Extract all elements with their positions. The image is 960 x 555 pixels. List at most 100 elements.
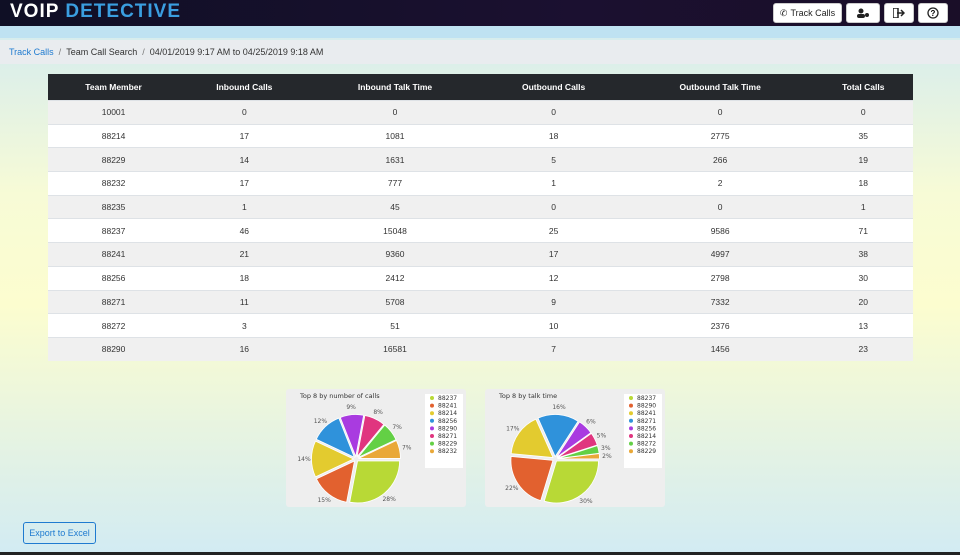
table-cell: 21	[179, 242, 310, 267]
table-cell: 1081	[309, 123, 481, 148]
pie-slice	[357, 424, 397, 458]
legend-swatch	[430, 396, 434, 400]
track-calls-button[interactable]: ✆ Track Calls	[773, 3, 842, 23]
column-header: Outbound Talk Time	[626, 74, 814, 101]
breadcrumb: Track Calls / Team Call Search / 04/01/2019 …	[0, 40, 960, 64]
legend-label: 88271	[637, 418, 656, 425]
table-cell: 13	[813, 313, 913, 338]
pie-chart: Top 8 by talk time 30% 22% 17% 16% 6% 5% 3%2% 88…	[485, 389, 665, 507]
slice-label: 7%	[392, 424, 402, 431]
table-cell: 1631	[309, 147, 481, 172]
pie-slice	[315, 417, 356, 458]
logo-left: VOIP	[10, 1, 60, 22]
table-cell: 2	[626, 171, 814, 196]
legend-swatch	[430, 418, 434, 423]
table-cell: 88272	[48, 313, 180, 338]
slice-label: 16%	[552, 404, 566, 411]
legend-swatch	[629, 418, 633, 423]
help-button[interactable]: ?	[918, 3, 948, 23]
breadcrumb-page: Team Call Search	[66, 47, 138, 57]
legend-swatch	[629, 441, 633, 446]
legend-swatch	[629, 403, 633, 408]
legend-label: 88272	[637, 441, 656, 448]
column-header: Outbound Calls	[480, 74, 627, 101]
slice-label: 22%	[505, 485, 519, 492]
table-cell: 25	[480, 218, 627, 243]
chart-title: Top 8 by number of calls	[299, 392, 380, 400]
legend-label: 88290	[637, 403, 656, 410]
table-cell: 3	[179, 313, 310, 338]
table-cell: 2798	[626, 265, 814, 290]
table-row: 88290 16 16581 7 1456 23	[48, 336, 913, 361]
table-cell: 0	[480, 194, 627, 219]
table-cell: 17	[179, 123, 310, 148]
table-cell: 14	[179, 147, 310, 172]
help-icon: ?	[927, 7, 939, 19]
table-cell: 17	[179, 171, 310, 196]
bottom-bar	[0, 552, 960, 555]
legend-label: 88290	[438, 425, 457, 432]
table-cell: 1	[179, 194, 310, 219]
breadcrumb-link[interactable]: Track Calls	[9, 47, 54, 57]
table-cell: 46	[179, 218, 310, 243]
header-row: Team Member Inbound Calls Inbound Talk Tim…	[48, 74, 913, 101]
slice-label: 2%	[602, 453, 612, 460]
legend-swatch	[430, 449, 434, 454]
pie-chart: Top 8 by number of calls 28% 15% 14% 12% 9% 8%…	[286, 389, 466, 507]
chart-title: Top 8 by talk time	[498, 392, 557, 400]
pie-slice	[356, 415, 385, 457]
table-cell: 4997	[626, 242, 814, 267]
table-body: 10001 0 0 0 0 0 88214 17 1081 18 2775 35 88229 14 1631…	[48, 100, 913, 361]
table-cell: 30	[813, 265, 913, 290]
table-cell: 1	[480, 171, 627, 196]
table-cell: 88271	[48, 289, 180, 314]
table-cell: 5708	[309, 289, 481, 314]
legend-swatch	[629, 411, 633, 416]
pie-slice	[311, 440, 355, 478]
table-cell: 88237	[48, 218, 180, 243]
table-cell: 7	[480, 336, 627, 361]
table-cell: 88229	[48, 147, 180, 172]
slice-label: 6%	[586, 418, 596, 425]
pie-slice	[556, 421, 592, 458]
table-cell: 777	[309, 171, 481, 196]
table-cell: 266	[626, 147, 814, 172]
pie-slice	[557, 453, 600, 460]
slice-label: 12%	[314, 418, 328, 425]
button-label: Track Calls	[790, 8, 836, 18]
legend-swatch	[430, 426, 434, 431]
table-row: 88232 17 777 1 2 18	[48, 171, 913, 196]
slice-label: 8%	[373, 409, 383, 416]
table-cell: 18	[480, 123, 627, 148]
table-cell: 18	[179, 265, 310, 290]
table-cell: 19	[813, 147, 913, 172]
logout-button[interactable]	[884, 3, 914, 23]
separator: /	[58, 47, 62, 57]
pie-slice	[510, 456, 554, 502]
legend-label: 88237	[637, 395, 656, 402]
table-cell: 12	[480, 265, 627, 290]
export-button[interactable]: Export to Excel	[23, 522, 96, 544]
table-cell: 9586	[626, 218, 814, 243]
legend-swatch	[430, 434, 434, 438]
table-cell: 23	[813, 336, 913, 361]
table-cell: 16581	[309, 336, 481, 361]
slice-label: 15%	[317, 497, 331, 504]
pie-slice	[537, 414, 579, 458]
slice-label: 28%	[382, 496, 396, 503]
table-cell: 0	[480, 100, 627, 125]
table-cell: 0	[309, 100, 481, 125]
table-cell: 16	[179, 336, 310, 361]
logo[interactable]: VOIP DETECTIVE	[10, 1, 181, 23]
table-cell: 2775	[626, 123, 814, 148]
logo-right: DETECTIVE	[65, 1, 182, 22]
legend-label: 88241	[637, 410, 656, 417]
table-row: 88272 3 51 10 2376 13	[48, 313, 913, 338]
table-cell: 15048	[309, 218, 481, 243]
table-cell: 88214	[48, 123, 180, 148]
legend-label: 88214	[438, 410, 457, 417]
table-cell: 1	[813, 194, 913, 219]
users-button[interactable]	[846, 3, 880, 23]
legend-swatch	[430, 441, 434, 446]
calls-table: Team Member Inbound Calls Inbound Talk Tim…	[48, 74, 913, 361]
